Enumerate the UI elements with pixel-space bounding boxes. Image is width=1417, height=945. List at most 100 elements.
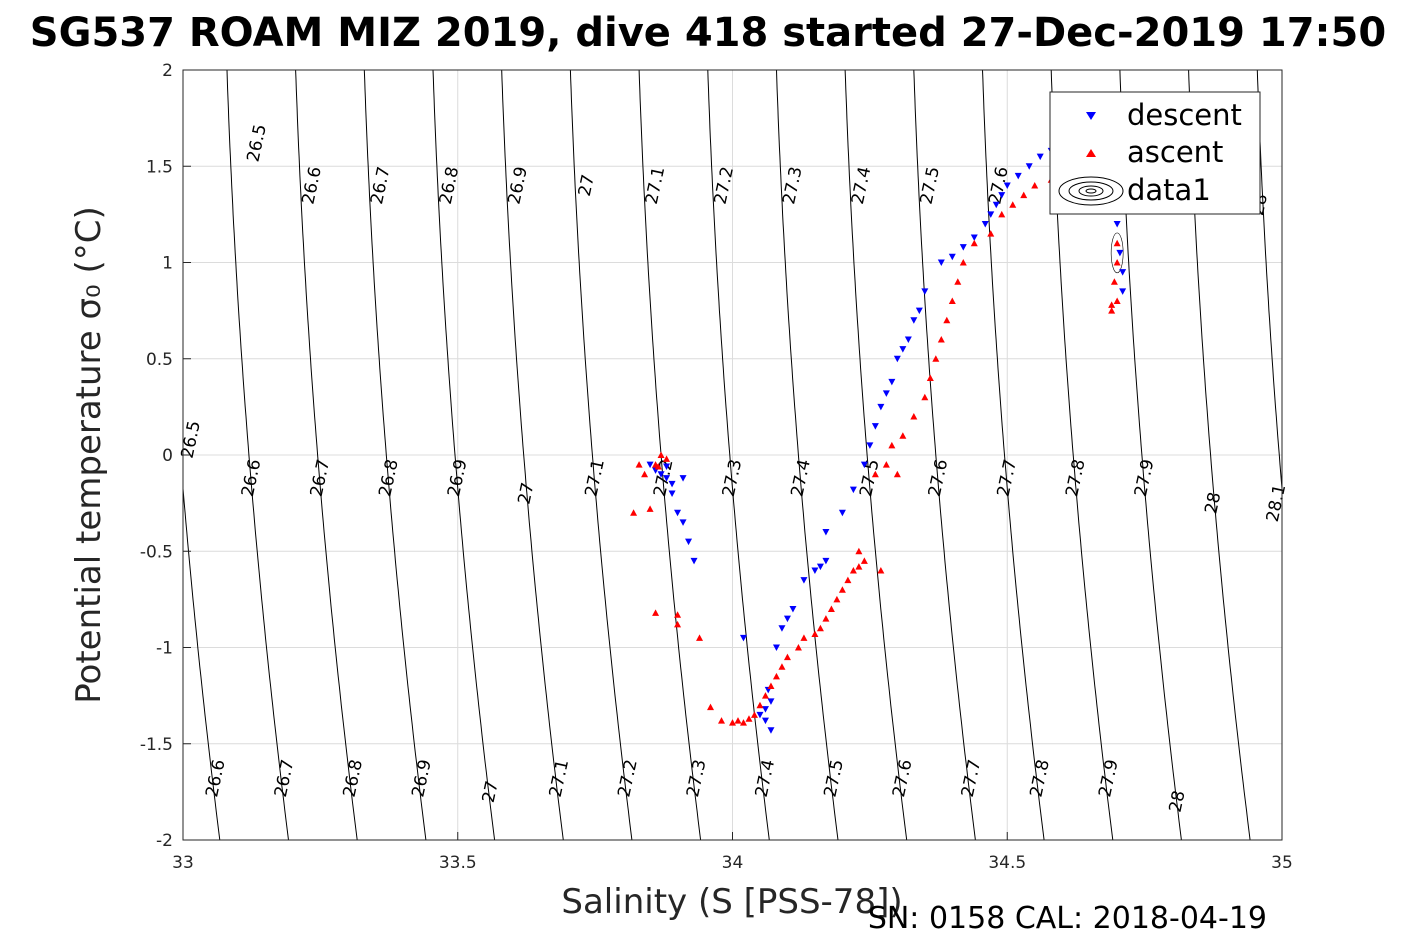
ascent-point <box>932 355 940 362</box>
ascent-point <box>646 505 654 512</box>
ascent-point <box>1110 278 1118 285</box>
legend-data1-label: data1 <box>1127 173 1211 207</box>
isopycnal-line <box>913 70 976 840</box>
x-tick-label: 34 <box>722 853 744 873</box>
descent-point <box>668 480 676 488</box>
serial-calibration-text: SN: 0158 CAL: 2018-04-19 <box>868 901 1267 936</box>
descent-point <box>690 557 698 565</box>
ascent-point <box>794 644 802 651</box>
ascent-point <box>641 470 649 478</box>
ascent-point <box>921 393 929 401</box>
descent-point <box>772 644 780 651</box>
ascent-point <box>734 717 742 724</box>
y-tick-label: 0.5 <box>146 350 173 370</box>
descent-point <box>959 244 967 251</box>
descent-point <box>767 698 775 705</box>
legend-contour-marker <box>1058 176 1124 206</box>
descent-point <box>1113 221 1121 228</box>
ascent-point <box>849 567 857 574</box>
x-tick-label: 34.5 <box>988 853 1026 873</box>
ascent-point <box>877 567 885 574</box>
descent-point <box>822 557 830 565</box>
isopycnal-line <box>707 70 770 840</box>
ascent-point <box>630 509 638 516</box>
ascent-point <box>800 634 808 641</box>
descent-point <box>811 567 819 574</box>
ascent-point <box>844 576 852 584</box>
y-tick-label: -1.5 <box>140 735 173 755</box>
ascent-point <box>761 692 769 699</box>
isopycnal-line <box>183 482 221 840</box>
legend-ascent-marker <box>1086 149 1096 157</box>
descent-point <box>767 727 775 734</box>
contour-label: 27 <box>514 481 538 506</box>
ascent-point <box>948 297 956 304</box>
descent-point <box>1036 153 1044 161</box>
ascent-point <box>943 316 951 324</box>
isopycnal-line <box>363 70 427 840</box>
ascent-point <box>783 653 791 661</box>
ascent-point <box>893 470 901 478</box>
descent-point <box>871 423 879 430</box>
ascent-point <box>772 672 780 680</box>
descent-point <box>877 403 885 411</box>
ascent-point <box>778 663 786 670</box>
ascent-point <box>1108 307 1116 314</box>
ascent-point <box>652 609 660 616</box>
descent-point <box>838 509 846 517</box>
ascent-point <box>1108 301 1116 308</box>
contour-label: 27 <box>479 779 503 804</box>
ascent-point <box>696 634 704 641</box>
descent-point <box>849 486 857 494</box>
descent-point <box>674 509 682 517</box>
isopycnal-line <box>981 70 1045 840</box>
ascent-point <box>1031 182 1039 189</box>
ascent-point <box>899 432 907 439</box>
data1-contour <box>1110 232 1124 274</box>
descent-point <box>899 346 907 353</box>
ascent-point <box>970 239 978 247</box>
legend-descent-label: descent <box>1127 98 1242 132</box>
y-tick-label: 2 <box>162 61 173 81</box>
descent-point <box>816 563 824 571</box>
isopycnal-line <box>844 70 908 840</box>
data-series <box>630 140 1127 734</box>
descent-point <box>1119 288 1127 295</box>
ascent-point <box>756 701 764 709</box>
y-tick-label: 1 <box>162 254 173 274</box>
isopycnal-line <box>569 70 633 840</box>
contour-label: 28 <box>1201 490 1225 515</box>
descent-point <box>921 288 929 295</box>
descent-point <box>987 211 995 218</box>
y-tick-label: -2 <box>156 831 173 851</box>
y-tick-label: -0.5 <box>140 542 173 562</box>
descent-point <box>822 529 830 536</box>
descent-point <box>756 711 764 719</box>
descent-point <box>657 471 665 478</box>
contour-label: 27 <box>575 173 599 198</box>
descent-point <box>761 706 769 713</box>
descent-point <box>663 463 671 471</box>
legend-descent-marker <box>1086 112 1096 120</box>
isopycnal-line <box>638 70 702 840</box>
descent-point <box>1116 249 1124 257</box>
ascent-point <box>855 547 863 555</box>
ascent-point <box>871 470 879 478</box>
ascent-point <box>1113 239 1121 247</box>
descent-point <box>910 317 918 324</box>
ascent-point <box>888 441 896 449</box>
ascent-point <box>674 611 682 618</box>
descent-point <box>998 192 1006 199</box>
legend-ascent-label: ascent <box>1127 135 1223 169</box>
descent-point <box>904 336 912 343</box>
ascent-point <box>674 620 682 628</box>
y-tick-label: 1.5 <box>146 157 173 177</box>
ascent-point <box>707 703 715 711</box>
descent-point <box>778 625 786 632</box>
ascent-point <box>1009 201 1017 208</box>
y-axis-ticks: -2 -1.5 -1 -0.5 0 0.5 1 1.5 2 <box>140 61 191 851</box>
x-axis-ticks: 33 33.5 34 34.5 35 <box>172 832 1293 873</box>
ascent-point <box>959 259 967 266</box>
ascent-point <box>937 336 945 343</box>
chart-title: SG537 ROAM MIZ 2019, dive 418 started 27… <box>30 10 1386 56</box>
